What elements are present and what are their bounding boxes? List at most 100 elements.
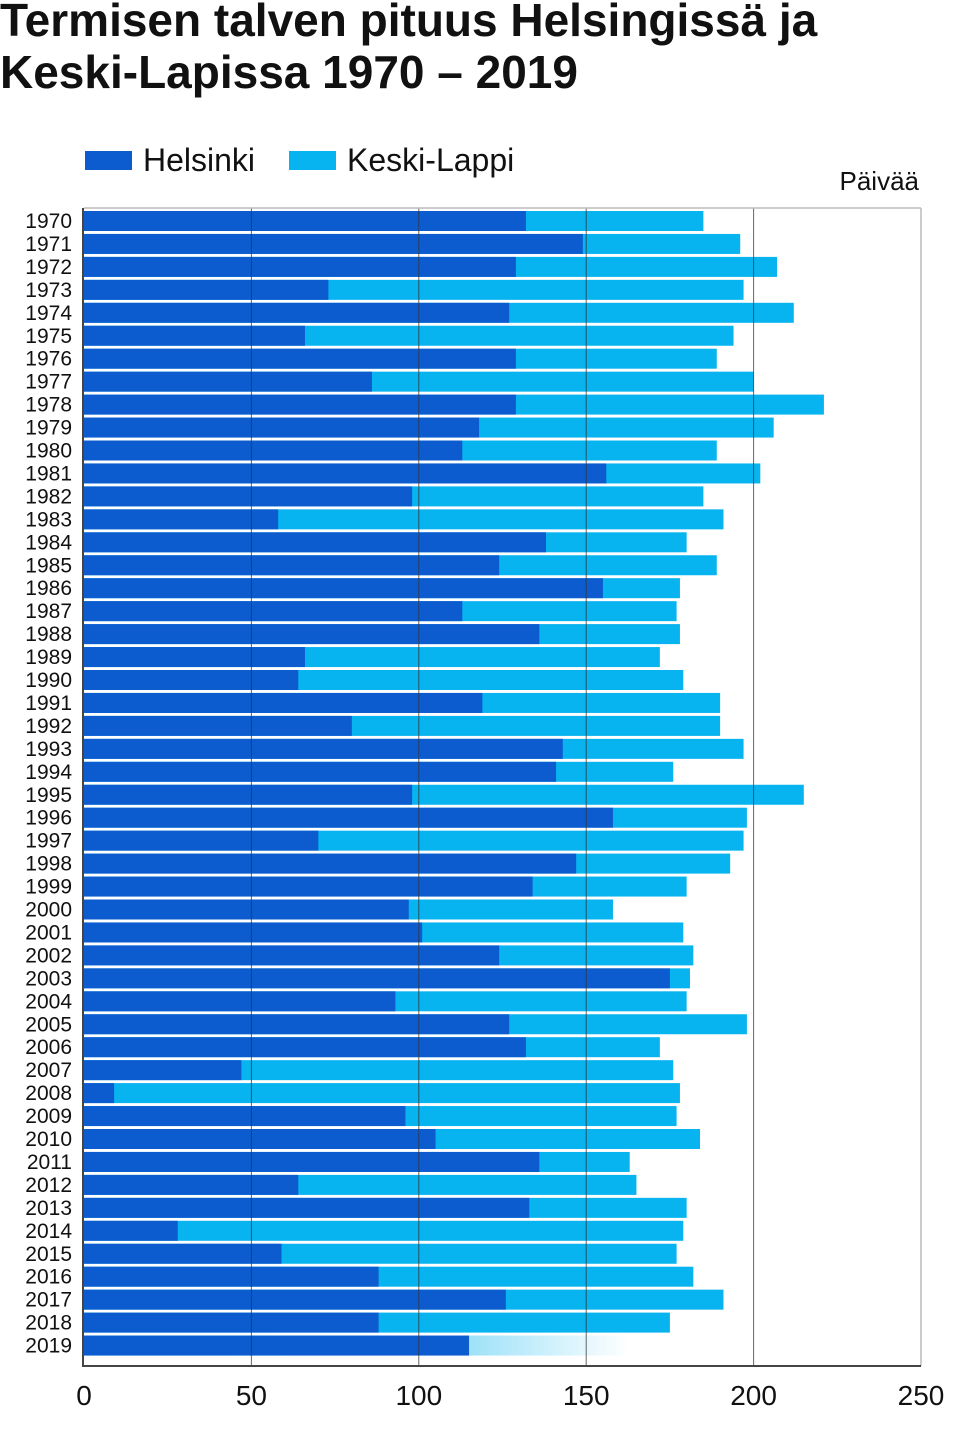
y-tick-label-1990: 1990 bbox=[25, 669, 72, 692]
legend-label-keski-lappi: Keski-Lappi bbox=[347, 141, 515, 178]
y-tick-label-2018: 2018 bbox=[25, 1312, 72, 1335]
y-tick-label-1980: 1980 bbox=[25, 440, 72, 463]
y-tick-label-1994: 1994 bbox=[25, 761, 72, 784]
y-tick-label-1971: 1971 bbox=[25, 233, 72, 256]
bar-helsinki-2007 bbox=[84, 1060, 242, 1081]
bar-helsinki-1978 bbox=[84, 394, 516, 415]
bar-helsinki-2000 bbox=[84, 899, 409, 920]
bar-helsinki-1970 bbox=[84, 211, 526, 231]
y-tick-label-2014: 2014 bbox=[25, 1220, 72, 1243]
bar-helsinki-2015 bbox=[84, 1243, 282, 1264]
bar-helsinki-1987 bbox=[84, 601, 463, 622]
bar-helsinki-1972 bbox=[84, 256, 516, 277]
legend-item-helsinki: Helsinki bbox=[85, 142, 255, 179]
bar-helsinki-2011 bbox=[84, 1151, 540, 1172]
bar-helsinki-1995 bbox=[84, 784, 413, 805]
bar-helsinki-2003 bbox=[84, 968, 670, 989]
y-tick-label-1993: 1993 bbox=[25, 738, 72, 761]
legend-label-helsinki: Helsinki bbox=[143, 141, 256, 178]
y-tick-label-1985: 1985 bbox=[25, 554, 72, 577]
y-tick-label-1991: 1991 bbox=[25, 692, 72, 715]
y-tick-label-1981: 1981 bbox=[25, 462, 72, 485]
y-tick-label-1998: 1998 bbox=[25, 853, 72, 876]
bar-helsinki-1971 bbox=[84, 233, 583, 254]
bar-helsinki-2017 bbox=[84, 1289, 506, 1310]
y-tick-label-1999: 1999 bbox=[25, 876, 72, 899]
bar-helsinki-2009 bbox=[84, 1106, 406, 1127]
x-tick-label-150: 150 bbox=[563, 1380, 610, 1411]
y-tick-label-1997: 1997 bbox=[25, 830, 72, 853]
x-tick-label-200: 200 bbox=[730, 1380, 777, 1411]
bar-helsinki-1988 bbox=[84, 624, 540, 645]
y-tick-label-2019: 2019 bbox=[25, 1335, 72, 1358]
y-tick-label-2001: 2001 bbox=[25, 921, 72, 944]
y-tick-label-2010: 2010 bbox=[25, 1128, 72, 1151]
bar-helsinki-1996 bbox=[84, 807, 613, 828]
legend-item-keski-lappi: Keski-Lappi bbox=[289, 142, 514, 179]
x-tick-label-100: 100 bbox=[395, 1380, 442, 1411]
bar-helsinki-1983 bbox=[84, 509, 279, 530]
bar-helsinki-1992 bbox=[84, 715, 352, 736]
chart-title: Termisen talven pituus Helsingissä ja Ke… bbox=[0, 0, 818, 98]
bar-helsinki-2006 bbox=[84, 1037, 526, 1058]
bar-helsinki-2016 bbox=[84, 1266, 379, 1287]
bar-helsinki-2012 bbox=[84, 1174, 299, 1195]
y-tick-label-1975: 1975 bbox=[25, 325, 72, 348]
bar-helsinki-1999 bbox=[84, 876, 533, 897]
y-tick-label-2013: 2013 bbox=[25, 1197, 72, 1220]
y-tick-label-2000: 2000 bbox=[25, 899, 72, 922]
y-tick-label-2015: 2015 bbox=[25, 1243, 72, 1266]
y-tick-label-2003: 2003 bbox=[25, 967, 72, 990]
bar-helsinki-2008 bbox=[84, 1083, 115, 1104]
bar-helsinki-2002 bbox=[84, 945, 500, 966]
bar-helsinki-2001 bbox=[84, 922, 423, 943]
bar-keski-lappi-2008 bbox=[84, 1083, 680, 1104]
y-tick-label-1996: 1996 bbox=[25, 807, 72, 830]
bar-helsinki-1998 bbox=[84, 853, 577, 874]
y-tick-label-1988: 1988 bbox=[25, 623, 72, 646]
y-tick-label-2017: 2017 bbox=[25, 1289, 72, 1312]
y-tick-label-1987: 1987 bbox=[25, 600, 72, 623]
unit-label: Päivää bbox=[839, 166, 920, 196]
y-tick-label-1992: 1992 bbox=[25, 715, 72, 738]
legend-swatch-helsinki bbox=[85, 150, 132, 170]
bar-helsinki-2010 bbox=[84, 1129, 436, 1149]
y-tick-label-2011: 2011 bbox=[27, 1151, 72, 1174]
bar-helsinki-1991 bbox=[84, 692, 483, 713]
bar-helsinki-1974 bbox=[84, 302, 510, 323]
bar-helsinki-1993 bbox=[84, 738, 563, 759]
y-tick-label-1977: 1977 bbox=[25, 371, 72, 394]
bar-helsinki-1980 bbox=[84, 440, 463, 461]
y-tick-label-1973: 1973 bbox=[25, 279, 72, 302]
bar-keski-lappi-2014 bbox=[84, 1220, 684, 1241]
legend-swatch-keski-lappi bbox=[289, 150, 337, 170]
bar-helsinki-1990 bbox=[84, 670, 299, 690]
bar-helsinki-2005 bbox=[84, 1014, 510, 1035]
bar-helsinki-1973 bbox=[84, 279, 329, 300]
y-tick-label-1982: 1982 bbox=[25, 485, 72, 508]
bar-helsinki-1979 bbox=[84, 417, 480, 438]
y-tick-label-1976: 1976 bbox=[25, 348, 72, 371]
y-tick-label-2008: 2008 bbox=[25, 1082, 72, 1105]
bar-helsinki-1984 bbox=[84, 532, 547, 553]
bar-helsinki-2014 bbox=[84, 1220, 178, 1241]
y-tick-label-2006: 2006 bbox=[25, 1036, 72, 1059]
y-tick-label-2007: 2007 bbox=[25, 1059, 72, 1082]
bar-helsinki-1989 bbox=[84, 647, 305, 668]
y-tick-label-2016: 2016 bbox=[25, 1266, 72, 1289]
y-tick-label-1989: 1989 bbox=[25, 646, 72, 669]
y-tick-label-1984: 1984 bbox=[25, 531, 72, 554]
x-tick-label-0: 0 bbox=[76, 1380, 92, 1411]
y-tick-label-1979: 1979 bbox=[25, 417, 72, 440]
bar-helsinki-1985 bbox=[84, 555, 500, 576]
bar-helsinki-2019 bbox=[84, 1335, 470, 1356]
y-tick-label-1986: 1986 bbox=[25, 577, 72, 600]
y-tick-label-2005: 2005 bbox=[25, 1013, 72, 1036]
bar-helsinki-2013 bbox=[84, 1197, 530, 1218]
bar-helsinki-1976 bbox=[84, 348, 516, 369]
bar-helsinki-2018 bbox=[84, 1312, 379, 1333]
y-tick-label-1978: 1978 bbox=[25, 394, 72, 417]
legend: Helsinki Keski-Lappi bbox=[85, 140, 548, 180]
y-tick-label-1970: 1970 bbox=[25, 210, 72, 233]
